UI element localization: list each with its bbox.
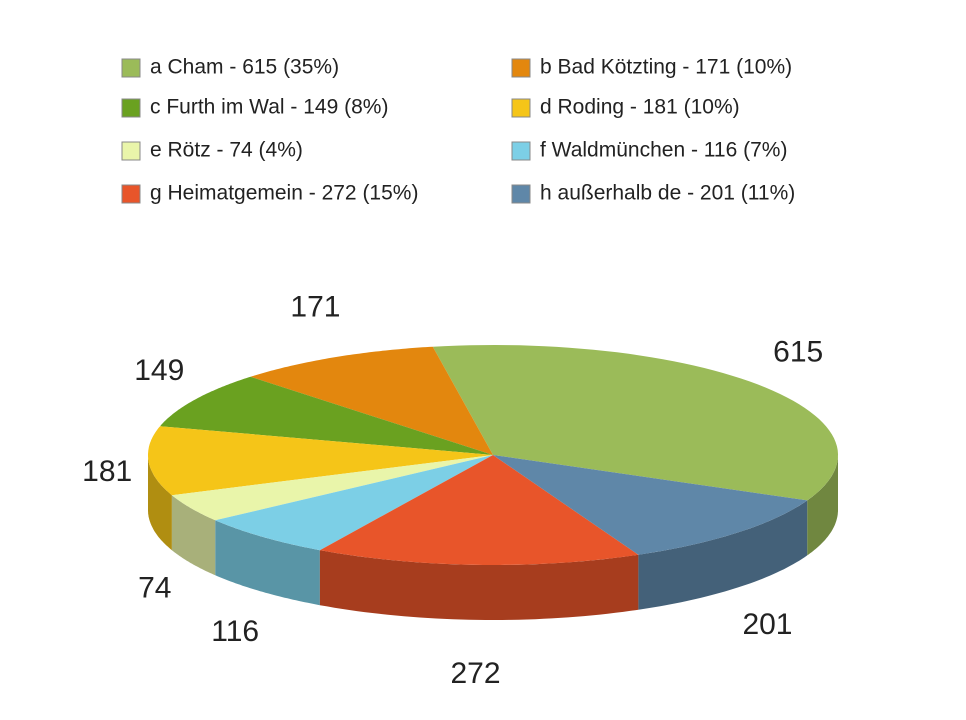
data-label: 181 <box>82 455 132 488</box>
pie-side <box>638 500 808 610</box>
legend-label: d Roding - 181 (10%) <box>540 96 740 119</box>
pie-slice <box>148 426 493 496</box>
legend-swatch <box>121 58 141 78</box>
legend-label: g Heimatgemein - 272 (15%) <box>150 182 418 205</box>
pie-side <box>148 455 172 551</box>
pie-side <box>319 550 639 620</box>
pie-side <box>171 495 216 576</box>
data-label: 615 <box>773 336 823 369</box>
legend-swatch <box>511 58 531 78</box>
data-label: 272 <box>450 657 500 690</box>
legend-swatch <box>121 184 141 204</box>
data-label: 171 <box>290 290 340 323</box>
legend-label: b Bad Kötzting - 171 (10%) <box>540 56 792 79</box>
pie-slice <box>319 455 639 565</box>
legend-label: h außerhalb de - 201 (11%) <box>540 182 795 205</box>
legend-swatch <box>121 141 141 161</box>
legend-swatch <box>511 184 531 204</box>
legend-swatch <box>121 98 141 118</box>
data-label: 201 <box>742 608 792 641</box>
pie-slice <box>215 455 494 551</box>
legend-swatch <box>511 141 531 161</box>
pie-slice <box>171 455 493 521</box>
data-label: 74 <box>138 572 171 605</box>
legend-label: c Furth im Wal - 149 (8%) <box>150 96 388 119</box>
legend-swatch <box>511 98 531 118</box>
data-label: 116 <box>211 615 259 648</box>
legend-label: a Cham - 615 (35%) <box>150 56 339 79</box>
legend-label: f Waldmünchen - 116 (7%) <box>540 139 787 162</box>
legend-label: e Rötz - 74 (4%) <box>150 139 303 162</box>
pie-slice <box>493 455 808 555</box>
pie-side <box>807 455 838 556</box>
pie-slice <box>160 376 493 455</box>
pie-slice <box>432 345 838 501</box>
pie-side <box>215 520 320 606</box>
data-label: 149 <box>134 354 184 387</box>
pie-slice <box>250 346 493 455</box>
